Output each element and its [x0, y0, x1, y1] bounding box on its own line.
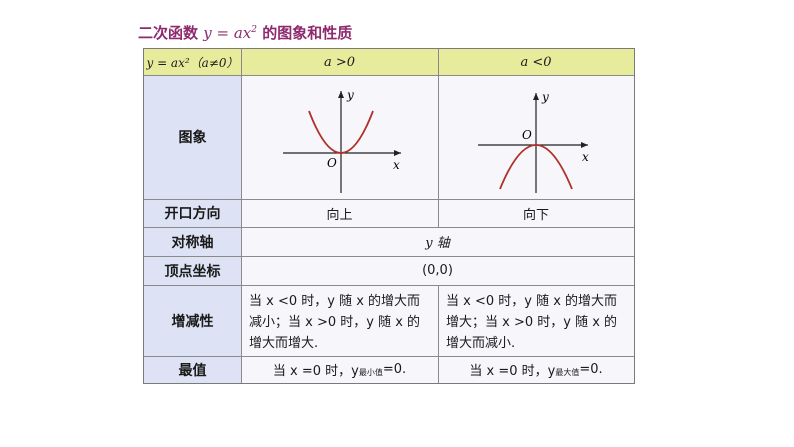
title-exponent: 2 [251, 25, 257, 35]
header-function-cell: y = ax²（a≠0） [144, 49, 241, 75]
properties-table: y = ax²（a≠0） a >0 a <0 图象 y x O y x O [143, 48, 635, 384]
row-label-vertex: 顶点坐标 [144, 256, 241, 285]
grid-line [144, 199, 634, 200]
parabola-curve-up [308, 110, 374, 154]
title-prefix: 二次函数 [138, 24, 199, 42]
x-axis-label: x [393, 158, 400, 172]
row-label-monotonicity: 增减性 [144, 285, 241, 356]
monotonicity-a-positive: 当 x <0 时，y 随 x 的增大而减小；当 x >0 时，y 随 x 的增大… [241, 285, 438, 356]
monotonicity-a-negative: 当 x <0 时，y 随 x 的增大而增大；当 x >0 时，y 随 x 的增大… [438, 285, 634, 356]
header-a-negative: a <0 [438, 49, 634, 75]
y-axis-arrow [338, 91, 344, 98]
parabola-curve-down [499, 144, 573, 190]
opening-a-positive: 向上 [241, 199, 438, 227]
grid-line [144, 227, 634, 228]
grid-line [144, 285, 634, 286]
graph-a-negative: y x O [438, 75, 634, 199]
grid-line [241, 49, 242, 383]
extreme-a-positive: 当 x =0 时，y 最小值 =0. [241, 356, 438, 383]
parabola-up-graph: y x O [283, 88, 401, 193]
title-function: y = ax [203, 24, 252, 42]
page-title: 二次函数 y = ax2 的图象和性质 [138, 22, 352, 43]
grid-line [144, 256, 634, 257]
extreme-a-negative: 当 x =0 时，y 最大值 =0. [438, 356, 634, 383]
x-axis-arrow [394, 150, 401, 156]
row-label-opening: 开口方向 [144, 199, 241, 227]
y-axis-arrow [533, 93, 539, 100]
row-label-extreme: 最值 [144, 356, 241, 383]
title-suffix: 的图象和性质 [262, 24, 353, 42]
y-axis-label: y [541, 90, 549, 104]
grid-line [144, 356, 634, 357]
origin-label: O [522, 128, 532, 142]
grid-line [438, 49, 439, 227]
x-axis-arrow [581, 142, 588, 148]
x-axis-label: x [582, 150, 589, 164]
vertex-value: (0,0) [241, 256, 634, 285]
origin-label: O [327, 156, 337, 170]
parabola-down-graph: y x O [478, 90, 589, 193]
axis-value: y 轴 [241, 227, 634, 256]
grid-line [438, 285, 439, 383]
grid-line [144, 75, 634, 76]
row-label-graph: 图象 [144, 75, 241, 199]
y-axis-label: y [346, 88, 354, 102]
opening-a-negative: 向下 [438, 199, 634, 227]
row-label-axis: 对称轴 [144, 227, 241, 256]
graph-a-positive: y x O [241, 75, 438, 199]
header-a-positive: a >0 [241, 49, 438, 75]
